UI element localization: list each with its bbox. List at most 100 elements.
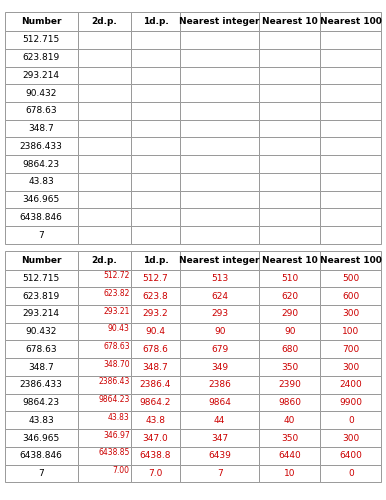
- Bar: [320, 447, 381, 464]
- Bar: [320, 287, 381, 305]
- Text: 350: 350: [281, 434, 298, 442]
- Text: 347: 347: [211, 434, 228, 442]
- Bar: [131, 305, 180, 322]
- Bar: [78, 447, 131, 464]
- Bar: [78, 322, 131, 340]
- Bar: [78, 270, 131, 287]
- Bar: [131, 49, 180, 66]
- Text: 2d.p.: 2d.p.: [91, 256, 117, 264]
- Text: 1d.p.: 1d.p.: [143, 18, 168, 26]
- Bar: [320, 102, 381, 120]
- Bar: [180, 12, 259, 31]
- Text: 678.63: 678.63: [25, 106, 57, 116]
- Bar: [320, 84, 381, 102]
- Text: 7.00: 7.00: [113, 466, 130, 475]
- Bar: [5, 155, 78, 173]
- Bar: [180, 31, 259, 49]
- Text: 7.0: 7.0: [148, 469, 163, 478]
- Bar: [5, 12, 78, 31]
- Bar: [180, 464, 259, 482]
- Bar: [78, 102, 131, 120]
- Text: Nearest integer: Nearest integer: [179, 18, 260, 26]
- Text: 90: 90: [284, 327, 295, 336]
- Bar: [259, 287, 320, 305]
- Bar: [180, 138, 259, 155]
- Bar: [131, 102, 180, 120]
- Bar: [131, 270, 180, 287]
- Text: 0: 0: [348, 416, 354, 425]
- Bar: [180, 102, 259, 120]
- Text: 6439: 6439: [208, 452, 231, 460]
- Bar: [320, 49, 381, 66]
- Bar: [320, 340, 381, 358]
- Text: 9864: 9864: [208, 398, 231, 407]
- Text: 9864.23: 9864.23: [22, 398, 60, 407]
- Bar: [5, 31, 78, 49]
- Bar: [259, 305, 320, 322]
- Bar: [320, 429, 381, 447]
- Text: 7: 7: [38, 469, 44, 478]
- Text: 9864.2: 9864.2: [140, 398, 171, 407]
- Text: 90.432: 90.432: [25, 88, 57, 98]
- Bar: [180, 270, 259, 287]
- Bar: [259, 270, 320, 287]
- Bar: [78, 12, 131, 31]
- Text: 300: 300: [342, 434, 359, 442]
- Bar: [78, 464, 131, 482]
- Text: Number: Number: [21, 256, 61, 264]
- Text: 1d.p.: 1d.p.: [143, 256, 168, 264]
- Text: 100: 100: [342, 327, 359, 336]
- Bar: [5, 412, 78, 429]
- Text: 9864.23: 9864.23: [98, 395, 130, 404]
- Bar: [320, 208, 381, 226]
- Text: 678.6: 678.6: [142, 345, 168, 354]
- Text: 346.965: 346.965: [22, 195, 60, 204]
- Text: 10: 10: [284, 469, 295, 478]
- Text: 293.214: 293.214: [23, 71, 59, 80]
- Bar: [131, 376, 180, 394]
- Bar: [78, 190, 131, 208]
- Bar: [259, 66, 320, 84]
- Bar: [5, 394, 78, 411]
- Bar: [320, 120, 381, 138]
- Text: 347.0: 347.0: [143, 434, 168, 442]
- Text: 2400: 2400: [339, 380, 362, 390]
- Bar: [131, 226, 180, 244]
- Text: 2d.p.: 2d.p.: [91, 18, 117, 26]
- Text: 680: 680: [281, 345, 298, 354]
- Text: 512.715: 512.715: [22, 36, 60, 44]
- Bar: [320, 138, 381, 155]
- Text: 7: 7: [217, 469, 222, 478]
- Bar: [180, 84, 259, 102]
- Bar: [259, 251, 320, 270]
- Bar: [131, 12, 180, 31]
- Text: 9864.23: 9864.23: [22, 160, 60, 168]
- Bar: [78, 84, 131, 102]
- Bar: [180, 155, 259, 173]
- Bar: [78, 155, 131, 173]
- Bar: [5, 190, 78, 208]
- Bar: [320, 66, 381, 84]
- Bar: [320, 270, 381, 287]
- Text: 2386.4: 2386.4: [140, 380, 171, 390]
- Bar: [259, 138, 320, 155]
- Text: 290: 290: [281, 310, 298, 318]
- Text: 512.72: 512.72: [103, 271, 130, 280]
- Text: Nearest 10: Nearest 10: [262, 256, 318, 264]
- Bar: [180, 358, 259, 376]
- Bar: [5, 66, 78, 84]
- Text: 293.214: 293.214: [23, 310, 59, 318]
- Bar: [320, 12, 381, 31]
- Text: 512.7: 512.7: [143, 274, 168, 283]
- Bar: [180, 447, 259, 464]
- Bar: [131, 208, 180, 226]
- Bar: [180, 287, 259, 305]
- Bar: [180, 226, 259, 244]
- Text: 510: 510: [281, 274, 298, 283]
- Bar: [5, 102, 78, 120]
- Bar: [259, 322, 320, 340]
- Text: 2386.433: 2386.433: [20, 142, 63, 151]
- Text: 293.21: 293.21: [103, 306, 130, 316]
- Bar: [180, 251, 259, 270]
- Bar: [320, 412, 381, 429]
